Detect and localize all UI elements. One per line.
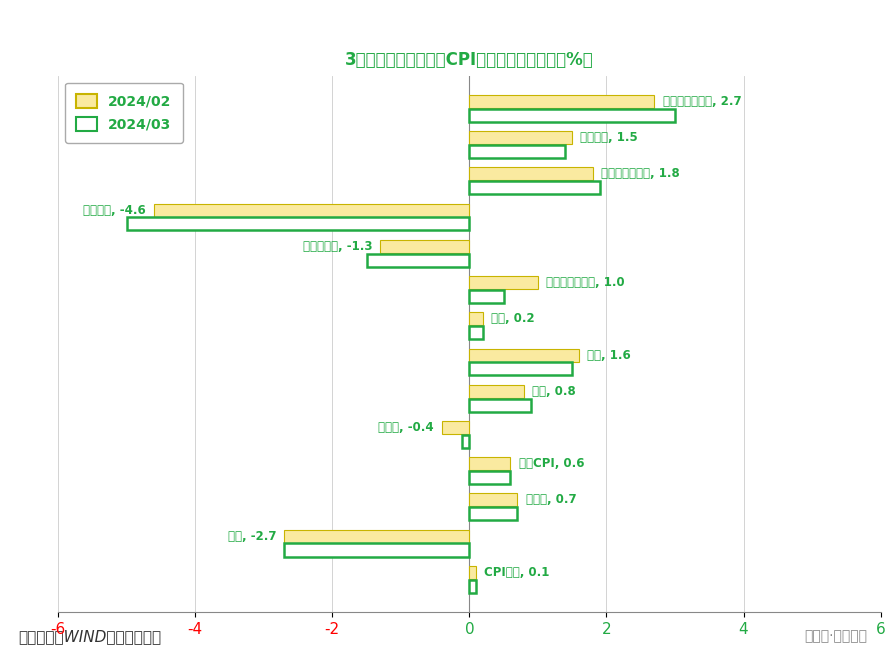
Text: 资料来源：WIND，财信研究院: 资料来源：WIND，财信研究院 (18, 629, 161, 644)
Text: 居住, 0.2: 居住, 0.2 (492, 313, 535, 325)
Legend: 2024/02, 2024/03: 2024/02, 2024/03 (65, 83, 182, 143)
Bar (469, 385, 524, 398)
Text: 其他用品和服务, 2.7: 其他用品和服务, 2.7 (662, 95, 741, 108)
Text: 衣着, 1.6: 衣着, 1.6 (587, 349, 631, 361)
Bar (469, 566, 477, 579)
Text: 交通工具, -4.6: 交通工具, -4.6 (83, 203, 146, 216)
Bar (284, 530, 469, 543)
Bar (469, 399, 531, 411)
Text: 食品, -2.7: 食品, -2.7 (228, 530, 276, 543)
Bar (469, 181, 600, 194)
Bar (442, 421, 469, 434)
Bar (469, 326, 483, 339)
Bar (469, 109, 675, 122)
Text: 教育文化和娱乐, 1.8: 教育文化和娱乐, 1.8 (601, 167, 679, 180)
Text: 公众号·明察宏观: 公众号·明察宏观 (805, 630, 867, 644)
Bar (469, 349, 579, 361)
Bar (469, 363, 572, 375)
Bar (469, 494, 518, 507)
Bar (367, 253, 469, 266)
Text: 图 4: 3 月份居民消费价格（CPI）分类别同比涨幅（%）: 图 4: 3 月份居民消费价格（CPI）分类别同比涨幅（%） (13, 24, 382, 45)
Text: 医疗保健, 1.5: 医疗保健, 1.5 (580, 131, 638, 144)
Bar (469, 145, 565, 158)
Title: 3月份居民消费价格（CPI）分类别同比涨幅（%）: 3月份居民消费价格（CPI）分类别同比涨幅（%） (345, 51, 594, 68)
Text: 非食品, 0.7: 非食品, 0.7 (526, 494, 576, 507)
Text: 服务, 0.8: 服务, 0.8 (533, 385, 576, 398)
Bar (127, 217, 469, 230)
Bar (469, 457, 510, 470)
Text: 交通和通信, -1.3: 交通和通信, -1.3 (302, 240, 372, 253)
Text: 生活用品及服务, 1.0: 生活用品及服务, 1.0 (546, 276, 625, 289)
Bar (284, 544, 469, 557)
Bar (469, 580, 477, 593)
Text: 消费品, -0.4: 消费品, -0.4 (378, 421, 434, 434)
Bar (469, 471, 510, 484)
Bar (154, 203, 469, 216)
Bar (469, 131, 572, 144)
Bar (469, 313, 483, 325)
Bar (469, 276, 538, 289)
Text: CPI同比, 0.1: CPI同比, 0.1 (485, 566, 550, 579)
Bar (469, 290, 503, 303)
Bar (469, 95, 654, 108)
Bar (380, 240, 469, 253)
Bar (469, 507, 518, 520)
Text: 核心CPI, 0.6: 核心CPI, 0.6 (519, 457, 584, 470)
Bar (469, 167, 593, 180)
Bar (462, 435, 469, 448)
